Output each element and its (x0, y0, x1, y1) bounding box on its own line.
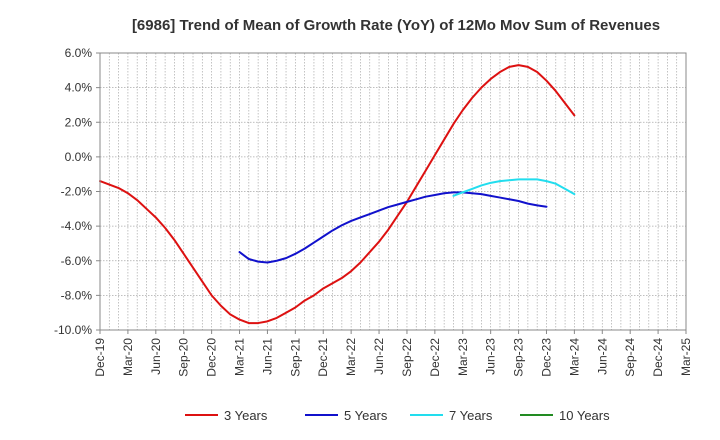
y-tick-label: -6.0% (61, 254, 93, 268)
x-tick-label: Sep-21 (288, 338, 302, 377)
legend-label-7-years: 7 Years (449, 408, 493, 423)
legend-label-5-years: 5 Years (344, 408, 388, 423)
y-tick-label: -10.0% (54, 323, 92, 337)
series-line-3-years (99, 64, 576, 325)
x-tick-label: Mar-24 (567, 338, 581, 376)
x-tick-label: Dec-22 (428, 338, 442, 377)
x-tick-label: Dec-23 (539, 338, 553, 377)
x-tick-label: Dec-21 (316, 338, 330, 377)
x-tick-label: Jun-23 (484, 338, 498, 375)
series-line-7-years (452, 178, 576, 197)
series-lines (99, 64, 576, 325)
x-tick-label: Jun-22 (372, 338, 386, 375)
chart-title: [6986] Trend of Mean of Growth Rate (YoY… (132, 17, 660, 34)
legend-label-3-years: 3 Years (224, 408, 268, 423)
x-tick-label: Mar-22 (344, 338, 358, 376)
x-tick-label: Jun-24 (595, 338, 609, 375)
x-tick-label: Mar-23 (456, 338, 470, 376)
y-tick-label: 6.0% (65, 46, 93, 60)
y-tick-label: 2.0% (65, 115, 93, 129)
x-tick-label: Sep-22 (400, 338, 414, 377)
y-tick-label: 0.0% (65, 150, 93, 164)
x-axis: Dec-19 Mar-20 Jun-20 Sep-20 Dec-20 Mar-21 Jun-… (93, 330, 693, 377)
plot-frame (99, 52, 687, 331)
grid (100, 52, 686, 331)
y-tick-label: -2.0% (61, 185, 93, 199)
legend: 3 Years 5 Years 7 Years 10 Years (185, 408, 610, 423)
y-tick-label: -4.0% (61, 219, 93, 233)
x-tick-label: Jun-20 (149, 338, 163, 375)
x-tick-label: Sep-24 (623, 338, 637, 377)
x-tick-label: Mar-20 (121, 338, 135, 376)
x-tick-label: Dec-19 (93, 338, 107, 377)
x-tick-label: Jun-21 (260, 338, 274, 375)
x-tick-label: Sep-20 (177, 338, 191, 377)
x-tick-label: Mar-21 (233, 338, 247, 376)
y-tick-label: 4.0% (65, 81, 93, 95)
y-axis: -10.0% -8.0% -6.0% -4.0% -2.0% 0.0% 2.0% 4.0% 6.… (54, 46, 100, 337)
x-tick-label: Dec-24 (651, 338, 665, 377)
y-tick-label: -8.0% (61, 288, 93, 302)
x-tick-label: Mar-25 (679, 338, 693, 376)
series-line-5-years (238, 191, 548, 264)
x-tick-label: Sep-23 (512, 338, 526, 377)
x-tick-label: Dec-20 (205, 338, 219, 377)
legend-label-10-years: 10 Years (559, 408, 610, 423)
